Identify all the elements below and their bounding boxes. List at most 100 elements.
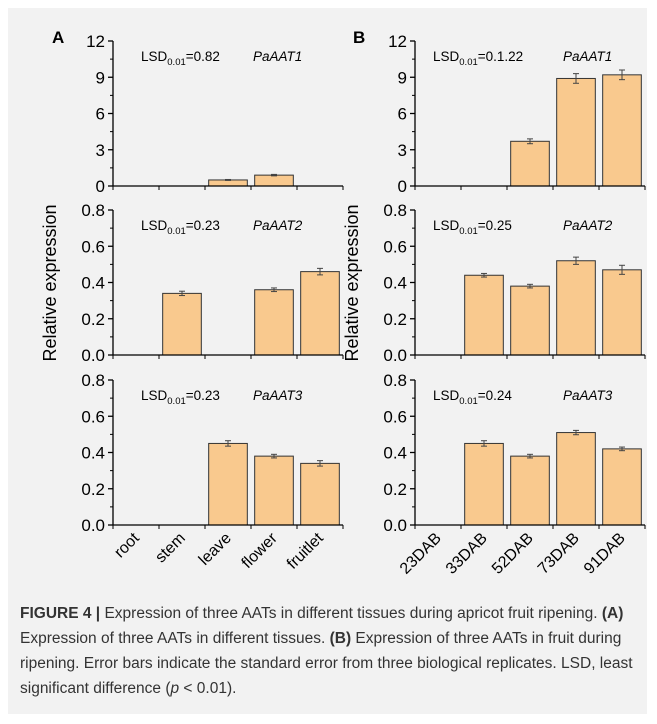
panel-a-paaat3-y-tick-label-4: 0.8 <box>81 371 105 390</box>
panel-b-paaat3-lsd-base: LSD <box>433 388 460 403</box>
panel-a-paaat1-bar-3 <box>254 174 294 187</box>
panel-b-paaat1-lsd-value: =0.1.22 <box>478 49 523 64</box>
panel-a-paaat2-y-tick-label-0: 0.0 <box>81 346 105 365</box>
panel-b-paaat3-bar-4 <box>602 448 642 526</box>
panel-b-paaat2-bar-3 <box>556 260 596 356</box>
panel-b-paaat3-x-label-3: 73DAB <box>535 530 583 578</box>
panel-a-paaat3-y-tick-label-2: 0.4 <box>81 444 105 463</box>
panel-a-paaat2-lsd-subscript: 0.01 <box>167 226 186 237</box>
panel-a-paaat2-lsd-base: LSD <box>141 218 168 233</box>
panel-a-paaat1-gene-name: PaAAT1 <box>253 49 302 64</box>
panel-a-paaat1-y-tick-label-0: 0 <box>96 177 105 196</box>
panel-a-paaat1-lsd-subscript: 0.01 <box>167 57 186 68</box>
panel-b-paaat3-x-label-4: 91DAB <box>581 530 629 578</box>
panel-b-paaat1-y-tick-label-0: 0 <box>398 177 407 196</box>
panel-b-paaat2-lsd-value: =0.25 <box>478 218 512 233</box>
panel-a-paaat1-y-tick-label-4: 12 <box>86 32 105 51</box>
panel-a-paaat1-y-tick-label-1: 3 <box>96 141 105 160</box>
panel-b-paaat3-y-tick-label-3: 0.6 <box>383 407 407 426</box>
caption-text-4: < 0.01). <box>179 680 237 697</box>
panel-a-paaat1-lsd-base: LSD <box>141 49 168 64</box>
panel-b-paaat2-y-tick-label-0: 0.0 <box>383 346 407 365</box>
caption-p-symbol: p <box>170 680 180 697</box>
panel-label-b: B <box>353 28 365 47</box>
panel-a-paaat2-y-tick-label-3: 0.6 <box>81 237 105 256</box>
panel-b-paaat3-lsd-value: =0.24 <box>478 388 513 403</box>
y-axis-title-b: Relative expression <box>342 204 362 361</box>
panel-b-paaat3-x-label-2: 52DAB <box>489 530 537 578</box>
panel-b-paaat2-bar-4 <box>602 269 642 356</box>
panel-a-paaat3-y-tick-label-3: 0.6 <box>81 407 105 426</box>
panel-b-paaat2-bar-2 <box>510 285 550 356</box>
panel-a-paaat1-y-tick-label-2: 6 <box>96 105 105 124</box>
panel-b-paaat1-y-tick-label-1: 3 <box>398 141 407 160</box>
panel-b-paaat3-y-tick-label-1: 0.2 <box>383 480 407 499</box>
panel-b-paaat2-y-tick-label-3: 0.6 <box>383 237 407 256</box>
panel-b-paaat1-bar-4 <box>602 74 642 187</box>
panel-a-paaat2-y-tick-label-1: 0.2 <box>81 310 105 329</box>
caption-ref-b: (B) <box>329 630 352 647</box>
panel-b-paaat2-gene-name: PaAAT2 <box>563 218 613 233</box>
panel-b-paaat2-y-tick-label-2: 0.4 <box>383 274 407 293</box>
panel-a-paaat3-x-label-3: flower <box>239 529 282 572</box>
panel-b-paaat3-gene-name: PaAAT3 <box>563 388 613 403</box>
panel-b-paaat1-bar-2 <box>510 140 550 187</box>
panel-b-paaat1-bar-3 <box>556 77 596 187</box>
caption-ref-a: (A) <box>601 605 624 622</box>
panel-a-paaat3-x-label-1: stem <box>152 530 189 567</box>
panel-b-paaat3-bar-2 <box>510 455 550 526</box>
panel-a-paaat1-lsd-label: LSD0.01=0.82 <box>141 49 220 68</box>
y-axis-title-a: Relative expression <box>40 204 60 361</box>
panel-b-paaat3-y-tick-label-2: 0.4 <box>383 444 407 463</box>
panel-a-paaat2-gene-name: PaAAT2 <box>253 218 303 233</box>
panel-a-paaat3-gene-name: PaAAT3 <box>253 388 303 403</box>
figure-caption: FIGURE 4 | Expression of three AATs in d… <box>20 601 640 701</box>
panel-label-a: A <box>52 28 64 47</box>
panel-b-paaat3-x-label-0: 23DAB <box>397 530 445 578</box>
panel-a-paaat3-lsd-base: LSD <box>141 388 168 403</box>
panel-b-paaat1-lsd-base: LSD <box>433 49 460 64</box>
panel-b-paaat2-y-tick-label-1: 0.2 <box>383 310 407 329</box>
panel-a-paaat3-x-label-2: leave <box>196 530 235 569</box>
caption-text-2: Expression of three AATs in different ti… <box>20 630 330 647</box>
figure-frame: 0 3 6 9 12 LSD0.01=0.82 PaAAT1 0.0 0.2 0.4 0.6 0.8 L… <box>8 8 647 714</box>
panel-b-paaat2-y-tick-label-4: 0.8 <box>383 201 407 220</box>
panel-b-paaat3-y-tick-label-0: 0.0 <box>383 516 407 535</box>
panel-a-paaat1-lsd-value: =0.82 <box>186 49 220 64</box>
panel-a-paaat2-bar-3 <box>254 289 294 356</box>
panel-a-paaat3-lsd-label: LSD0.01=0.23 <box>141 388 220 407</box>
caption-text-3: Expression of three AATs in fruit during… <box>20 630 633 697</box>
panel-b-paaat1-y-tick-label-4: 12 <box>388 32 407 51</box>
panel-b-paaat3-lsd-subscript: 0.01 <box>459 396 478 407</box>
panel-a-paaat3-lsd-value: =0.23 <box>186 388 220 403</box>
panel-a-paaat3-y-tick-label-0: 0.0 <box>81 516 105 535</box>
panel-a-paaat2-lsd-label: LSD0.01=0.23 <box>141 218 220 237</box>
panel-a-paaat2-lsd-value: =0.23 <box>186 218 220 233</box>
panel-a-paaat3-bar-4 <box>300 462 340 526</box>
panel-b-paaat1-gene-name: PaAAT1 <box>563 49 612 64</box>
panel-b-paaat1-y-tick-label-2: 6 <box>398 105 407 124</box>
panel-a-paaat3-bar-3 <box>254 455 294 526</box>
panel-a-paaat3-x-label-0: root <box>111 529 143 561</box>
panel-b-paaat2-lsd-label: LSD0.01=0.25 <box>433 218 512 237</box>
panel-b-paaat1-lsd-label: LSD0.01=0.1.22 <box>433 49 523 68</box>
panel-a-paaat3-lsd-subscript: 0.01 <box>167 396 186 407</box>
panel-b-paaat1-lsd-subscript: 0.01 <box>459 57 478 68</box>
panel-a-paaat3-y-tick-label-1: 0.2 <box>81 480 105 499</box>
panel-b-paaat2-lsd-base: LSD <box>433 218 460 233</box>
panel-b-paaat2-bar-1 <box>464 274 504 356</box>
panel-a-paaat2-y-tick-label-4: 0.8 <box>81 201 105 220</box>
panel-b-paaat3-lsd-label: LSD0.01=0.24 <box>433 388 512 407</box>
panel-a-paaat2-bar-1 <box>162 292 202 356</box>
panel-b-paaat3-x-label-1: 33DAB <box>443 530 491 578</box>
caption-text-1: Expression of three AATs in different ti… <box>100 605 602 622</box>
panel-b-paaat3-bar-1 <box>464 442 504 526</box>
panel-b-paaat3-bar-3 <box>556 432 596 526</box>
panel-a-paaat3-bar-2 <box>208 442 248 526</box>
panel-b-paaat3-y-tick-label-4: 0.8 <box>383 371 407 390</box>
panel-a-paaat2-bar-4 <box>300 271 340 356</box>
caption-figure-label: FIGURE 4 | <box>20 605 101 622</box>
panel-a-paaat2-y-tick-label-2: 0.4 <box>81 274 105 293</box>
panel-b-paaat1-y-tick-label-3: 9 <box>398 68 407 87</box>
